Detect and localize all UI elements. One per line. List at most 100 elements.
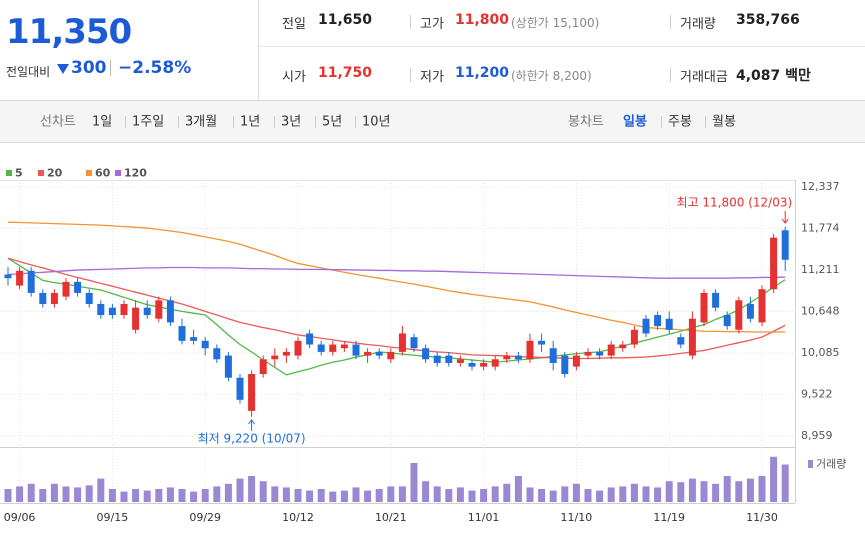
candle-body xyxy=(178,326,186,341)
candle-body xyxy=(514,355,522,360)
x-tick-label: 11/19 xyxy=(653,511,685,524)
volume-bar xyxy=(132,489,140,502)
stat-label: 거래대금 xyxy=(680,70,728,85)
tab[interactable]: 3년 xyxy=(281,115,301,130)
candle-body xyxy=(271,355,279,360)
tab[interactable]: 1주일 xyxy=(132,115,164,130)
volume-bar xyxy=(607,487,615,502)
volume-bar xyxy=(375,489,383,502)
volume-bar xyxy=(538,489,546,502)
volume-bar xyxy=(4,489,12,502)
stat-value: 358,766 xyxy=(736,12,800,28)
candle-body xyxy=(143,307,151,316)
volume-bar xyxy=(317,489,325,502)
min-annotation: 최저 9,220 (10/07) xyxy=(198,432,306,446)
legend-label: 60 xyxy=(95,167,111,180)
tab[interactable]: 주봉 xyxy=(668,115,692,130)
legend-swatch xyxy=(6,170,12,176)
tab[interactable]: 5년 xyxy=(322,115,342,130)
volume-bar xyxy=(50,483,58,502)
candle-body xyxy=(62,281,70,297)
candle-body xyxy=(433,355,441,363)
volume-bar xyxy=(514,476,522,502)
candle-body xyxy=(340,344,348,349)
candle-body xyxy=(108,307,116,316)
legend-swatch xyxy=(38,170,44,176)
volume-bar xyxy=(74,487,82,502)
candle-body xyxy=(642,318,650,334)
candle-body xyxy=(74,281,82,293)
candle-body xyxy=(201,340,209,349)
candle-body xyxy=(549,348,557,363)
ma-line xyxy=(7,266,786,279)
tab[interactable]: 1일 xyxy=(92,115,112,130)
x-tick-label: 11/01 xyxy=(468,511,500,524)
volume-bar xyxy=(619,486,627,502)
tab[interactable]: 10년 xyxy=(362,115,391,130)
arrow xyxy=(781,211,789,224)
volume-bar xyxy=(306,490,314,502)
candle-body xyxy=(723,315,731,327)
volume-bar xyxy=(213,486,221,502)
tab[interactable]: 월봉 xyxy=(712,115,736,130)
volume-bar xyxy=(642,486,650,502)
separator xyxy=(110,60,111,76)
volume-bar xyxy=(445,489,453,502)
y-tick-label: 10,085 xyxy=(801,346,840,359)
candle-body xyxy=(329,344,337,352)
volume-bar xyxy=(781,464,789,502)
volume-bar xyxy=(410,463,418,502)
volume-bar xyxy=(97,478,105,502)
candle-body xyxy=(503,355,511,360)
candle-body xyxy=(746,303,754,319)
volume-bar xyxy=(224,483,232,502)
volume-bar xyxy=(549,490,557,502)
candle-body xyxy=(236,377,244,400)
volume-bar xyxy=(526,487,534,502)
volume-bar xyxy=(16,486,24,502)
volume-bar xyxy=(468,490,476,502)
y-tick-label: 12,337 xyxy=(801,180,840,193)
stat-note: (상한가 15,100) xyxy=(511,16,600,30)
candle-body xyxy=(132,307,140,330)
volume-bar xyxy=(120,491,128,502)
volume-bar xyxy=(665,481,673,502)
volume-bar xyxy=(654,487,662,502)
candle-body xyxy=(770,237,778,290)
candle-body xyxy=(364,351,372,356)
volume-bar xyxy=(178,489,186,502)
change: 300 xyxy=(71,58,107,78)
legend-swatch xyxy=(808,460,813,468)
candle-body xyxy=(190,337,198,341)
candle-body xyxy=(445,355,453,363)
volume-bar xyxy=(723,476,731,502)
y-tick-label: 8,959 xyxy=(801,429,833,442)
legend-label: 20 xyxy=(47,167,63,180)
tab[interactable]: 1년 xyxy=(240,115,260,130)
x-tick-label: 10/12 xyxy=(282,511,314,524)
stat-note: (하한가 8,200) xyxy=(511,69,592,83)
volume-bar xyxy=(688,478,696,502)
candle-body xyxy=(120,303,128,316)
legend-label: 120 xyxy=(124,167,147,180)
volume-bar xyxy=(329,491,337,502)
candle-body xyxy=(468,362,476,367)
candle-body xyxy=(735,300,743,330)
candle-body xyxy=(4,274,12,279)
stat-value: 11,800 xyxy=(455,12,510,28)
candle-body xyxy=(607,344,615,356)
tab[interactable]: 일봉 xyxy=(623,115,647,130)
volume-bar xyxy=(143,490,151,502)
volume-bar xyxy=(503,483,511,502)
volume-bar xyxy=(85,485,93,502)
tab-bar xyxy=(0,101,865,142)
candle-body xyxy=(456,359,464,363)
candle-body xyxy=(294,340,302,356)
tab[interactable]: 3개월 xyxy=(185,115,217,130)
candle-body xyxy=(387,351,395,360)
stat-value: 11,200 xyxy=(455,65,510,81)
volume-bar xyxy=(62,486,70,502)
volume-bar xyxy=(712,483,720,502)
volume-bar xyxy=(561,486,569,502)
volume-bar xyxy=(39,489,47,502)
